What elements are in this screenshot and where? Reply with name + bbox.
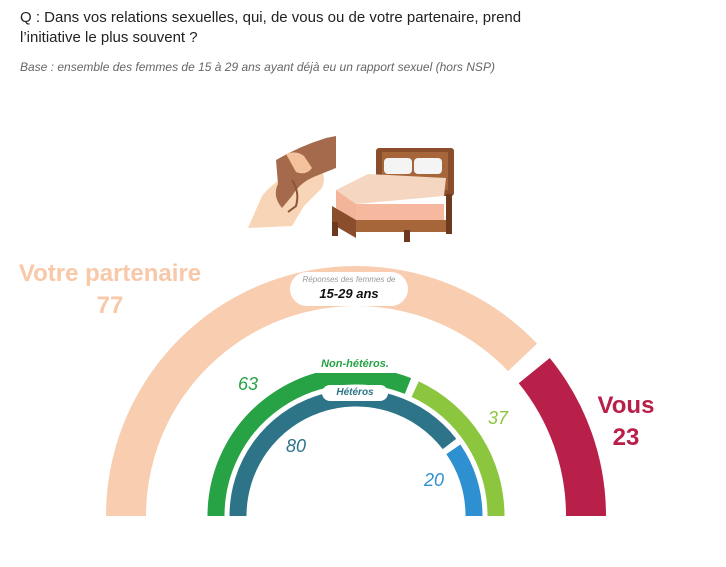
hetero-partner-arc: [229, 389, 457, 517]
hetero-vous-value: 20: [423, 470, 445, 490]
partner-label: Votre partenaire 77: [10, 258, 210, 322]
hetero-partner-value: 80: [285, 436, 307, 456]
nonhetero-vous-arc: [411, 381, 505, 517]
vous-total-value: 23: [612, 424, 640, 451]
partner-total-value: 77: [96, 292, 124, 319]
nonhetero-series-label: Non-hétéros.: [308, 355, 402, 373]
hetero-series-label: Hétéros: [322, 385, 388, 401]
bed-icon: [332, 148, 454, 242]
holding-hands-icon: [248, 136, 336, 228]
question-text: Q : Dans vos relations sexuelles, qui, d…: [20, 9, 522, 46]
vous-label: Vous 23: [580, 390, 672, 454]
semi-donut-arcs: [106, 266, 606, 517]
partner-label-text: Votre partenaire: [18, 260, 202, 287]
bubble-caption: Réponses des femmes de: [302, 275, 396, 284]
vous-label-text: Vous: [597, 392, 655, 419]
group-bubble: Réponses des femmes de 15-29 ans: [290, 272, 408, 306]
vous-total-arc: [518, 357, 606, 517]
base-note: Base : ensemble des femmes de 15 à 29 an…: [20, 60, 495, 74]
bubble-group: 15-29 ans: [319, 286, 379, 301]
nonhetero-vous-value: 37: [487, 408, 509, 428]
hetero-vous-arc: [446, 444, 483, 517]
nonhetero-partner-value: 63: [237, 374, 259, 394]
partner-total-arc: [106, 266, 538, 517]
nonhetero-partner-arc: [207, 367, 412, 517]
